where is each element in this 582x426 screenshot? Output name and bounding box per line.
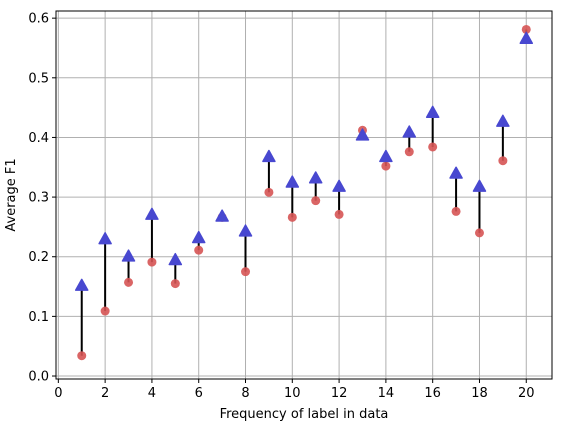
triangle-point [285, 175, 300, 188]
triangle-point [74, 278, 89, 291]
x-tick-label: 6 [195, 386, 203, 401]
triangle-point [168, 252, 183, 266]
circle-series [77, 24, 531, 361]
x-tick-label: 2 [101, 386, 109, 401]
triangle-point [332, 179, 346, 192]
triangle-point [355, 128, 370, 141]
x-tick-label: 0 [54, 386, 62, 401]
triangle-point [449, 166, 463, 179]
x-tick-label: 14 [378, 386, 395, 401]
y-tick-label: 0.6 [28, 12, 49, 27]
x-tick-label: 8 [241, 386, 249, 401]
circle-point [264, 187, 274, 197]
grid [56, 11, 552, 379]
triangle-series [74, 31, 534, 291]
y-tick-label: 0.4 [28, 131, 49, 146]
circle-point [404, 147, 414, 157]
triangle-point [519, 31, 534, 44]
circle-point [170, 279, 180, 289]
circle-point [287, 212, 297, 222]
triangle-point [308, 171, 323, 184]
x-axis-ticks: 0 2 4 6 8 10 12 14 16 18 20 [54, 379, 535, 401]
x-axis-label: Frequency of label in data [220, 407, 389, 422]
circle-point [147, 257, 157, 267]
circle-point [521, 24, 531, 34]
y-tick-label: 0.2 [28, 250, 49, 265]
circle-point [194, 245, 204, 255]
triangle-point [215, 209, 229, 222]
x-tick-label: 16 [424, 386, 441, 401]
x-tick-label: 18 [471, 386, 488, 401]
y-tick-label: 0.1 [28, 310, 49, 325]
triangle-point [425, 105, 440, 118]
circle-point [451, 206, 461, 216]
circle-point [100, 306, 110, 316]
circle-point [241, 267, 251, 277]
circle-point [381, 161, 391, 171]
triangle-point [238, 224, 253, 237]
circle-point [311, 196, 321, 206]
triangle-point [121, 249, 136, 262]
circle-point [124, 277, 134, 287]
y-tick-label: 0.0 [28, 370, 49, 385]
circle-point [77, 351, 87, 361]
circle-point [428, 142, 438, 152]
plot-frame [55, 10, 553, 380]
y-axis-label: Average F1 [4, 158, 19, 231]
x-tick-label: 4 [148, 386, 156, 401]
x-tick-label: 10 [284, 386, 301, 401]
x-tick-label: 12 [331, 386, 348, 401]
triangle-point [496, 114, 510, 127]
triangle-point [98, 232, 112, 245]
triangle-point [379, 149, 393, 163]
circle-point [474, 228, 484, 238]
x-tick-label: 20 [518, 386, 535, 401]
circle-point [334, 209, 344, 219]
y-axis-ticks: 0.0 0.1 0.2 0.3 0.4 0.5 0.6 [28, 12, 56, 385]
y-tick-label: 0.3 [28, 191, 49, 206]
y-tick-label: 0.5 [28, 71, 49, 86]
triangle-point [145, 207, 159, 220]
triangle-point [262, 149, 276, 163]
triangle-point [191, 230, 206, 244]
circle-point [498, 156, 508, 166]
plot-area [56, 11, 552, 379]
triangle-point [472, 179, 487, 192]
triangle-point [402, 125, 417, 138]
